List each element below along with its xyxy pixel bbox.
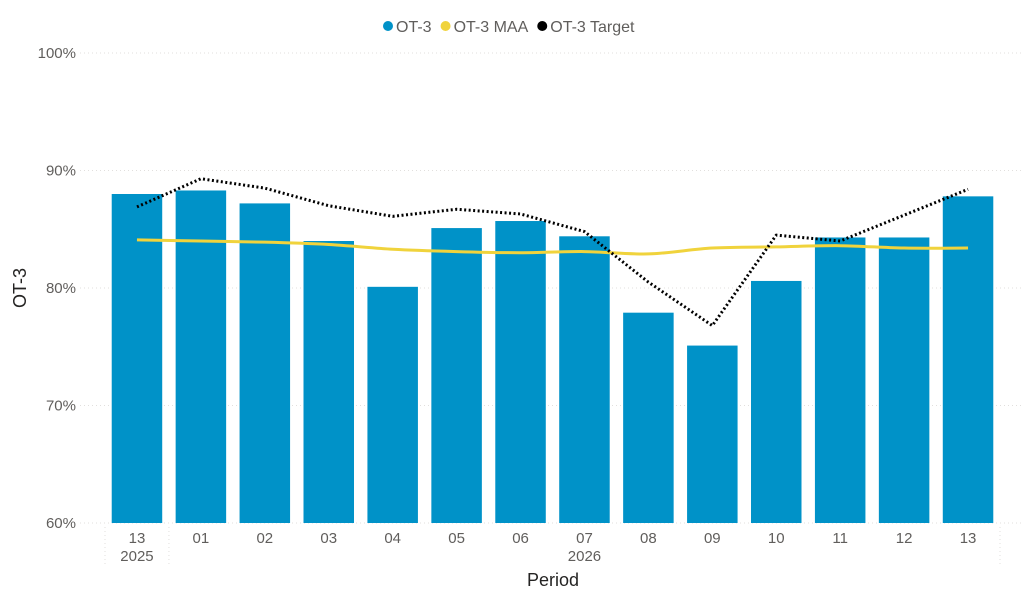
y-tick-label: 70% bbox=[46, 398, 76, 415]
y-tick-label: 100% bbox=[38, 45, 76, 62]
x-tick-label: 05 bbox=[448, 530, 465, 547]
legend-marker bbox=[440, 21, 451, 31]
x-group-label: 2025 bbox=[120, 548, 153, 565]
x-tick-label: 02 bbox=[256, 530, 273, 547]
x-axis-title: Period bbox=[527, 570, 579, 590]
bar-6[interactable] bbox=[495, 221, 546, 523]
x-tick-label: 04 bbox=[384, 530, 401, 547]
bar-9[interactable] bbox=[687, 345, 738, 523]
y-axis-title: OT-3 bbox=[10, 268, 30, 308]
line-series[interactable] bbox=[136, 177, 969, 328]
legend-item-label[interactable]: OT-3 Target bbox=[550, 19, 635, 36]
x-tick-label: 12 bbox=[896, 530, 913, 547]
bar-series[interactable] bbox=[111, 190, 994, 524]
x-tick-label: 11 bbox=[832, 530, 848, 547]
bar-1[interactable] bbox=[175, 190, 227, 523]
bar-8[interactable] bbox=[623, 312, 674, 523]
bar-11[interactable] bbox=[814, 237, 866, 523]
bar-13[interactable] bbox=[942, 196, 994, 523]
x-tick-label: 01 bbox=[193, 530, 210, 547]
bar-7[interactable] bbox=[559, 236, 610, 524]
bar-0[interactable] bbox=[111, 194, 163, 523]
legend[interactable]: OT-3 OT-3 MAA OT-3 Target bbox=[383, 19, 635, 36]
x-tick-label: 13 bbox=[960, 530, 977, 547]
x-group-label: 2026 bbox=[568, 548, 601, 565]
target-line[interactable] bbox=[136, 177, 969, 328]
y-tick-label: 90% bbox=[46, 163, 76, 180]
bar-4[interactable] bbox=[367, 286, 418, 523]
bar-2[interactable] bbox=[239, 203, 291, 523]
legend-item-label[interactable]: OT-3 MAA bbox=[454, 19, 529, 36]
axes: 60% 70% 80% 90% 100% 13 01 02 03 04 05 06 07 08 09 10 11… bbox=[38, 45, 1001, 566]
x-tick-label: 08 bbox=[640, 530, 657, 547]
x-tick-label: 03 bbox=[320, 530, 337, 547]
maa-line[interactable] bbox=[136, 238, 969, 256]
y-tick-label: 60% bbox=[46, 515, 76, 532]
x-tick-label: 13 bbox=[129, 530, 146, 547]
x-tick-label: 06 bbox=[512, 530, 529, 547]
x-tick-label: 07 bbox=[576, 530, 593, 547]
x-tick-label: 10 bbox=[768, 530, 785, 547]
y-tick-label: 80% bbox=[46, 280, 76, 297]
x-tick-label: 09 bbox=[704, 530, 721, 547]
legend-marker bbox=[537, 21, 548, 31]
bar-10[interactable] bbox=[750, 280, 802, 523]
legend-marker bbox=[383, 21, 393, 31]
bar-3[interactable] bbox=[303, 241, 355, 523]
legend-item-label[interactable]: OT-3 bbox=[396, 19, 432, 36]
bar-12[interactable] bbox=[878, 237, 930, 523]
bar-5[interactable] bbox=[431, 228, 482, 523]
